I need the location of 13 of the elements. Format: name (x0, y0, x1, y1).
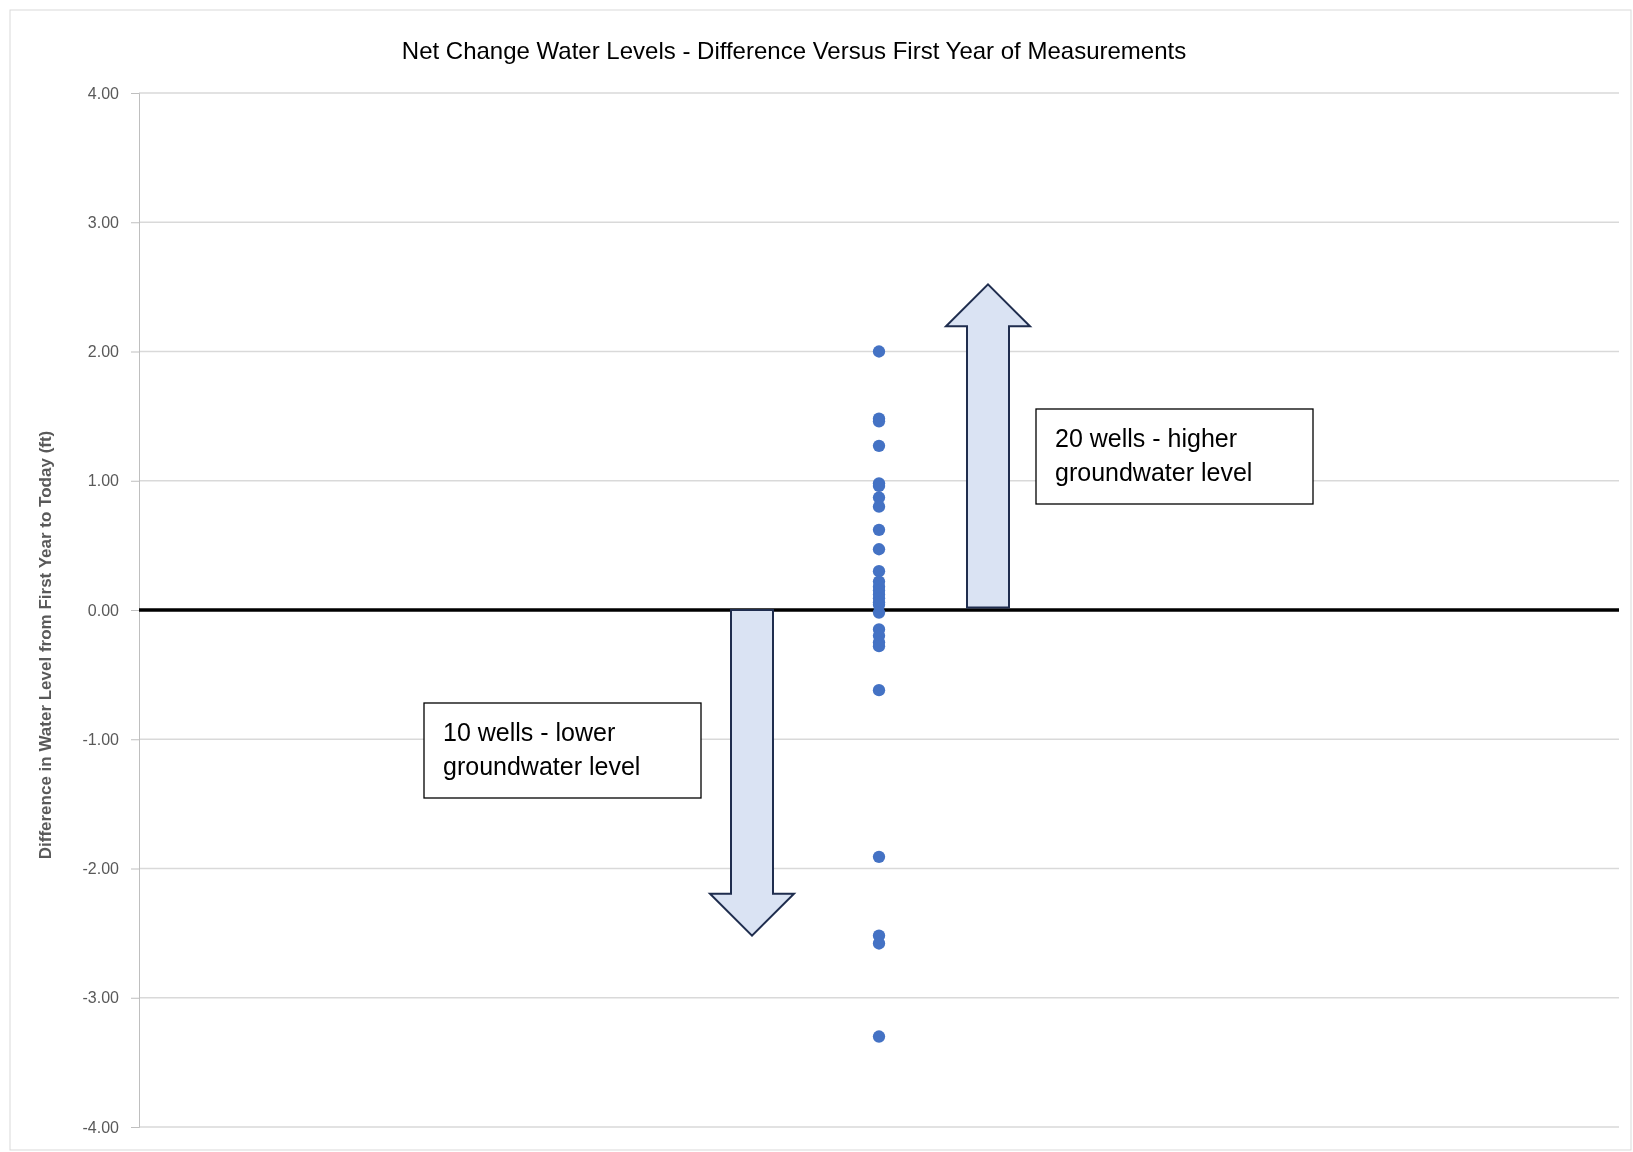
y-tick-label: 4.00 (87, 84, 120, 102)
y-tick-label: -1.00 (82, 730, 120, 748)
y-tick-label: 2.00 (87, 343, 120, 361)
y-tick-label: -3.00 (82, 989, 120, 1007)
y-tick-label: 1.00 (87, 472, 120, 490)
chart-title: Net Change Water Levels - Difference Versus First Year of Measurements (401, 37, 1187, 64)
y-tick-label: -2.00 (82, 860, 120, 878)
y-tick-label: 0.00 (87, 601, 120, 619)
y-axis-title: Difference in Water Level from First Year to Today (ft) (36, 430, 55, 860)
y-tick-label: 3.00 (87, 213, 120, 231)
annotation: 20 wells - higher groundwater level (1055, 424, 1253, 486)
y-tick-label: -4.00 (82, 1118, 120, 1136)
annotation: 10 wells - lower groundwater level (443, 718, 641, 780)
